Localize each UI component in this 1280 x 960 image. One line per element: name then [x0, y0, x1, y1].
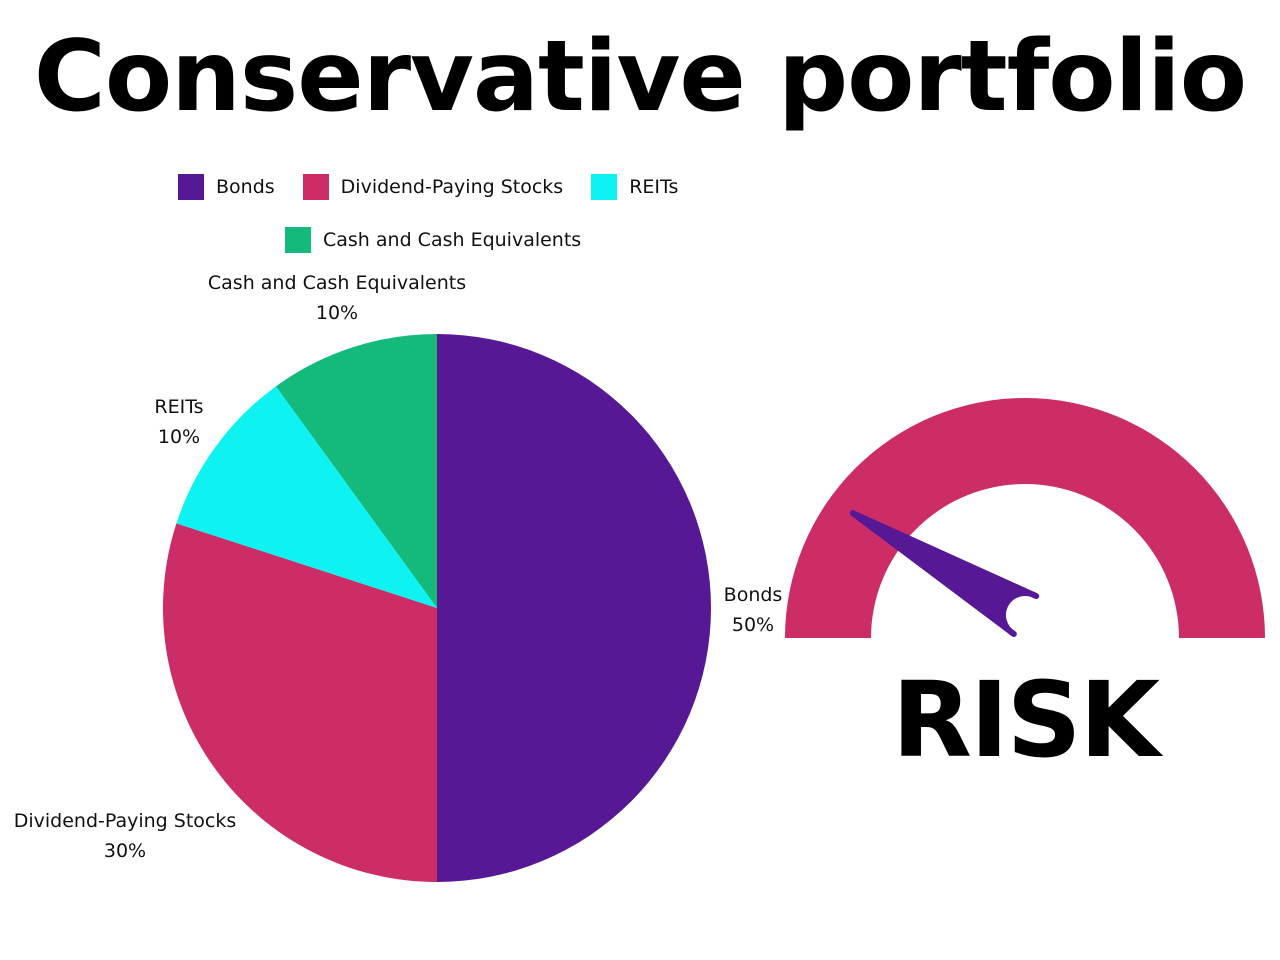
slice-label-bonds-value: 50%: [731, 614, 775, 636]
gauge-needle: [849, 510, 1040, 637]
risk-label: RISK: [891, 659, 1160, 781]
pie-slice-bonds: [437, 334, 711, 882]
legend-item-bonds: Bonds: [178, 174, 275, 200]
slice-label-cash: Cash and Cash Equivalents 10%: [206, 268, 468, 328]
slice-label-reits-value: 10%: [157, 426, 201, 448]
legend-item-cash: Cash and Cash Equivalents: [285, 227, 581, 253]
slice-label-bonds: Bonds 50%: [718, 580, 788, 640]
slice-label-dividend-paying-stocks-name: Dividend-Paying Stocks: [13, 810, 237, 832]
legend-row-2: Cash and Cash Equivalents: [285, 227, 581, 253]
page-title: Conservative portfolio: [33, 20, 1247, 134]
pie-slice-cash-and-cash-equivalents: [275, 334, 437, 608]
slice-label-dividend-paying-stocks: Dividend-Paying Stocks 30%: [10, 806, 240, 866]
slice-label-dividend-paying-stocks-value: 30%: [103, 840, 147, 862]
legend-label-dividend-paying-stocks: Dividend-Paying Stocks: [340, 176, 564, 198]
legend-swatch-bonds: [178, 174, 204, 200]
legend-label-cash: Cash and Cash Equivalents: [323, 229, 582, 251]
legend-item-dividend-paying-stocks: Dividend-Paying Stocks: [302, 174, 564, 200]
legend-label-bonds: Bonds: [216, 176, 275, 198]
legend-row-1: Bonds Dividend-Paying Stocks REITs: [178, 174, 678, 200]
slice-label-bonds-name: Bonds: [723, 584, 783, 606]
legend-item-reits: REITs: [591, 174, 678, 200]
slice-label-cash-name: Cash and Cash Equivalents: [207, 272, 467, 294]
gauge-arc: [785, 398, 1265, 638]
legend-swatch-dividend-paying-stocks: [302, 174, 329, 200]
slice-label-cash-value: 10%: [315, 302, 359, 324]
legend-swatch-reits: [591, 174, 618, 200]
legend-swatch-cash: [285, 227, 311, 253]
slice-label-reits-name: REITs: [154, 396, 204, 418]
pie-slice-dividend-paying-stocks: [162, 523, 438, 882]
legend-label-reits: REITs: [629, 176, 679, 198]
pie-slice-reits: [176, 386, 437, 608]
slice-label-reits: REITs 10%: [144, 392, 214, 452]
